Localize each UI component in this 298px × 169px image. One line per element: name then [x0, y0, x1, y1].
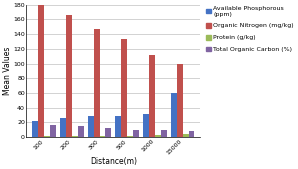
Bar: [72, 136, 78, 137]
Bar: [50, 125, 56, 137]
Bar: [38, 5, 44, 137]
Bar: [94, 29, 100, 137]
Bar: [177, 64, 183, 137]
Y-axis label: Mean Values: Mean Values: [3, 47, 12, 95]
Bar: [189, 131, 195, 137]
Bar: [60, 118, 66, 137]
X-axis label: Distance(m): Distance(m): [90, 157, 137, 166]
Bar: [133, 130, 139, 137]
Bar: [143, 114, 149, 137]
Bar: [88, 116, 94, 137]
Bar: [161, 130, 167, 137]
Bar: [183, 134, 189, 137]
Bar: [171, 93, 177, 137]
Bar: [149, 55, 155, 137]
Legend: Available Phosphorous
(ppm), Organic Nitrogen (mg/kg), Protein (g/kg), Total Org: Available Phosphorous (ppm), Organic Nit…: [205, 5, 295, 53]
Bar: [105, 128, 111, 137]
Bar: [44, 136, 50, 137]
Bar: [100, 136, 105, 137]
Bar: [121, 39, 127, 137]
Bar: [127, 136, 133, 137]
Bar: [66, 15, 72, 137]
Bar: [155, 135, 161, 137]
Bar: [78, 126, 84, 137]
Bar: [115, 116, 121, 137]
Bar: [32, 121, 38, 137]
